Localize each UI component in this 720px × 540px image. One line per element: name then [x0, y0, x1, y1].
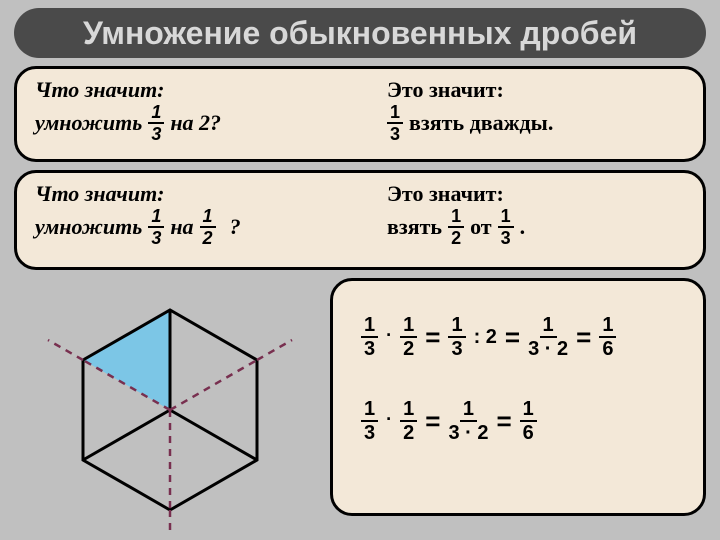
- frac-1-3-d: 1 3: [498, 207, 514, 247]
- eq-icon2: =: [505, 322, 520, 353]
- eq1-b: 12: [400, 315, 417, 359]
- dot-icon: ·: [386, 325, 392, 346]
- hex-dash-tl-ext: [48, 340, 83, 360]
- card2-left-line2: умножить 1 3 на 1 2 ?: [35, 207, 241, 247]
- text-take: взять: [387, 214, 442, 240]
- eq1-a: 13: [361, 315, 378, 359]
- eq-icon5: =: [496, 406, 511, 437]
- card2-left-line1: Что значит:: [35, 181, 241, 207]
- hexagon-diagram: [30, 290, 310, 530]
- eq2-a: 13: [361, 399, 378, 443]
- eq2-b: 12: [400, 399, 417, 443]
- text-take-twice: взять дважды.: [409, 110, 553, 136]
- frac-1-3-c: 1 3: [148, 207, 164, 247]
- text-multiply: умножить: [35, 110, 142, 136]
- text-by: на: [170, 214, 193, 240]
- eq-icon3: =: [576, 322, 591, 353]
- text-multiply2: умножить: [35, 214, 142, 240]
- eq-icon: =: [425, 322, 440, 353]
- card1-right: Это значит: 1 3 взять дважды.: [387, 77, 553, 143]
- frac-1-3: 1 3: [148, 103, 164, 143]
- page-title: Умножение обыкновенных дробей: [83, 15, 637, 52]
- frac-1-3-b: 1 3: [387, 103, 403, 143]
- card1-right-line1: Это значит:: [387, 77, 553, 103]
- eq1-c: 13: [448, 315, 465, 359]
- equation-2: 13 · 12 = 13 · 2 = 16: [361, 399, 685, 443]
- card1-left: Что значит: умножить 1 3 на 2?: [35, 77, 221, 143]
- card-question-1: Что значит: умножить 1 3 на 2? Это значи…: [14, 66, 706, 162]
- eq1-div: : 2: [474, 326, 497, 349]
- eq2-c: 13 · 2: [448, 399, 488, 443]
- hex-dash-tr: [170, 360, 257, 410]
- card2-right-line1: Это значит:: [387, 181, 525, 207]
- eq-icon4: =: [425, 406, 440, 437]
- hexagon-svg: [30, 290, 310, 530]
- card1-left-line2: умножить 1 3 на 2?: [35, 103, 221, 143]
- hex-dash-tr-ext: [257, 340, 292, 360]
- card1-right-line2: 1 3 взять дважды.: [387, 103, 553, 143]
- text-of: от: [470, 214, 492, 240]
- title-bar: Умножение обыкновенных дробей: [14, 8, 706, 58]
- card-question-2: Что значит: умножить 1 3 на 1 2 ? Это зн…: [14, 170, 706, 270]
- text-qmark: ?: [230, 214, 241, 240]
- dot-icon2: ·: [386, 409, 392, 430]
- eq1-e: 16: [599, 315, 616, 359]
- eq2-d: 16: [520, 399, 537, 443]
- hex-shaded-sector: [83, 310, 170, 410]
- frac-1-2: 1 2: [200, 207, 216, 247]
- card-equations: 13 · 12 = 13 : 2 = 13 · 2 = 16 13 · 12 =…: [330, 278, 706, 516]
- hex-line-br: [170, 410, 257, 460]
- card2-right-line2: взять 1 2 от 1 3 .: [387, 207, 525, 247]
- equation-1: 13 · 12 = 13 : 2 = 13 · 2 = 16: [361, 315, 685, 359]
- card1-left-line1: Что значит:: [35, 77, 221, 103]
- text-period: .: [520, 214, 526, 240]
- hex-line-bl: [83, 410, 170, 460]
- frac-1-2-b: 1 2: [448, 207, 464, 247]
- eq1-d: 13 · 2: [528, 315, 568, 359]
- card2-left: Что значит: умножить 1 3 на 1 2 ?: [35, 181, 241, 247]
- text-by-2: на 2?: [170, 110, 221, 136]
- card2-right: Это значит: взять 1 2 от 1 3 .: [387, 181, 525, 247]
